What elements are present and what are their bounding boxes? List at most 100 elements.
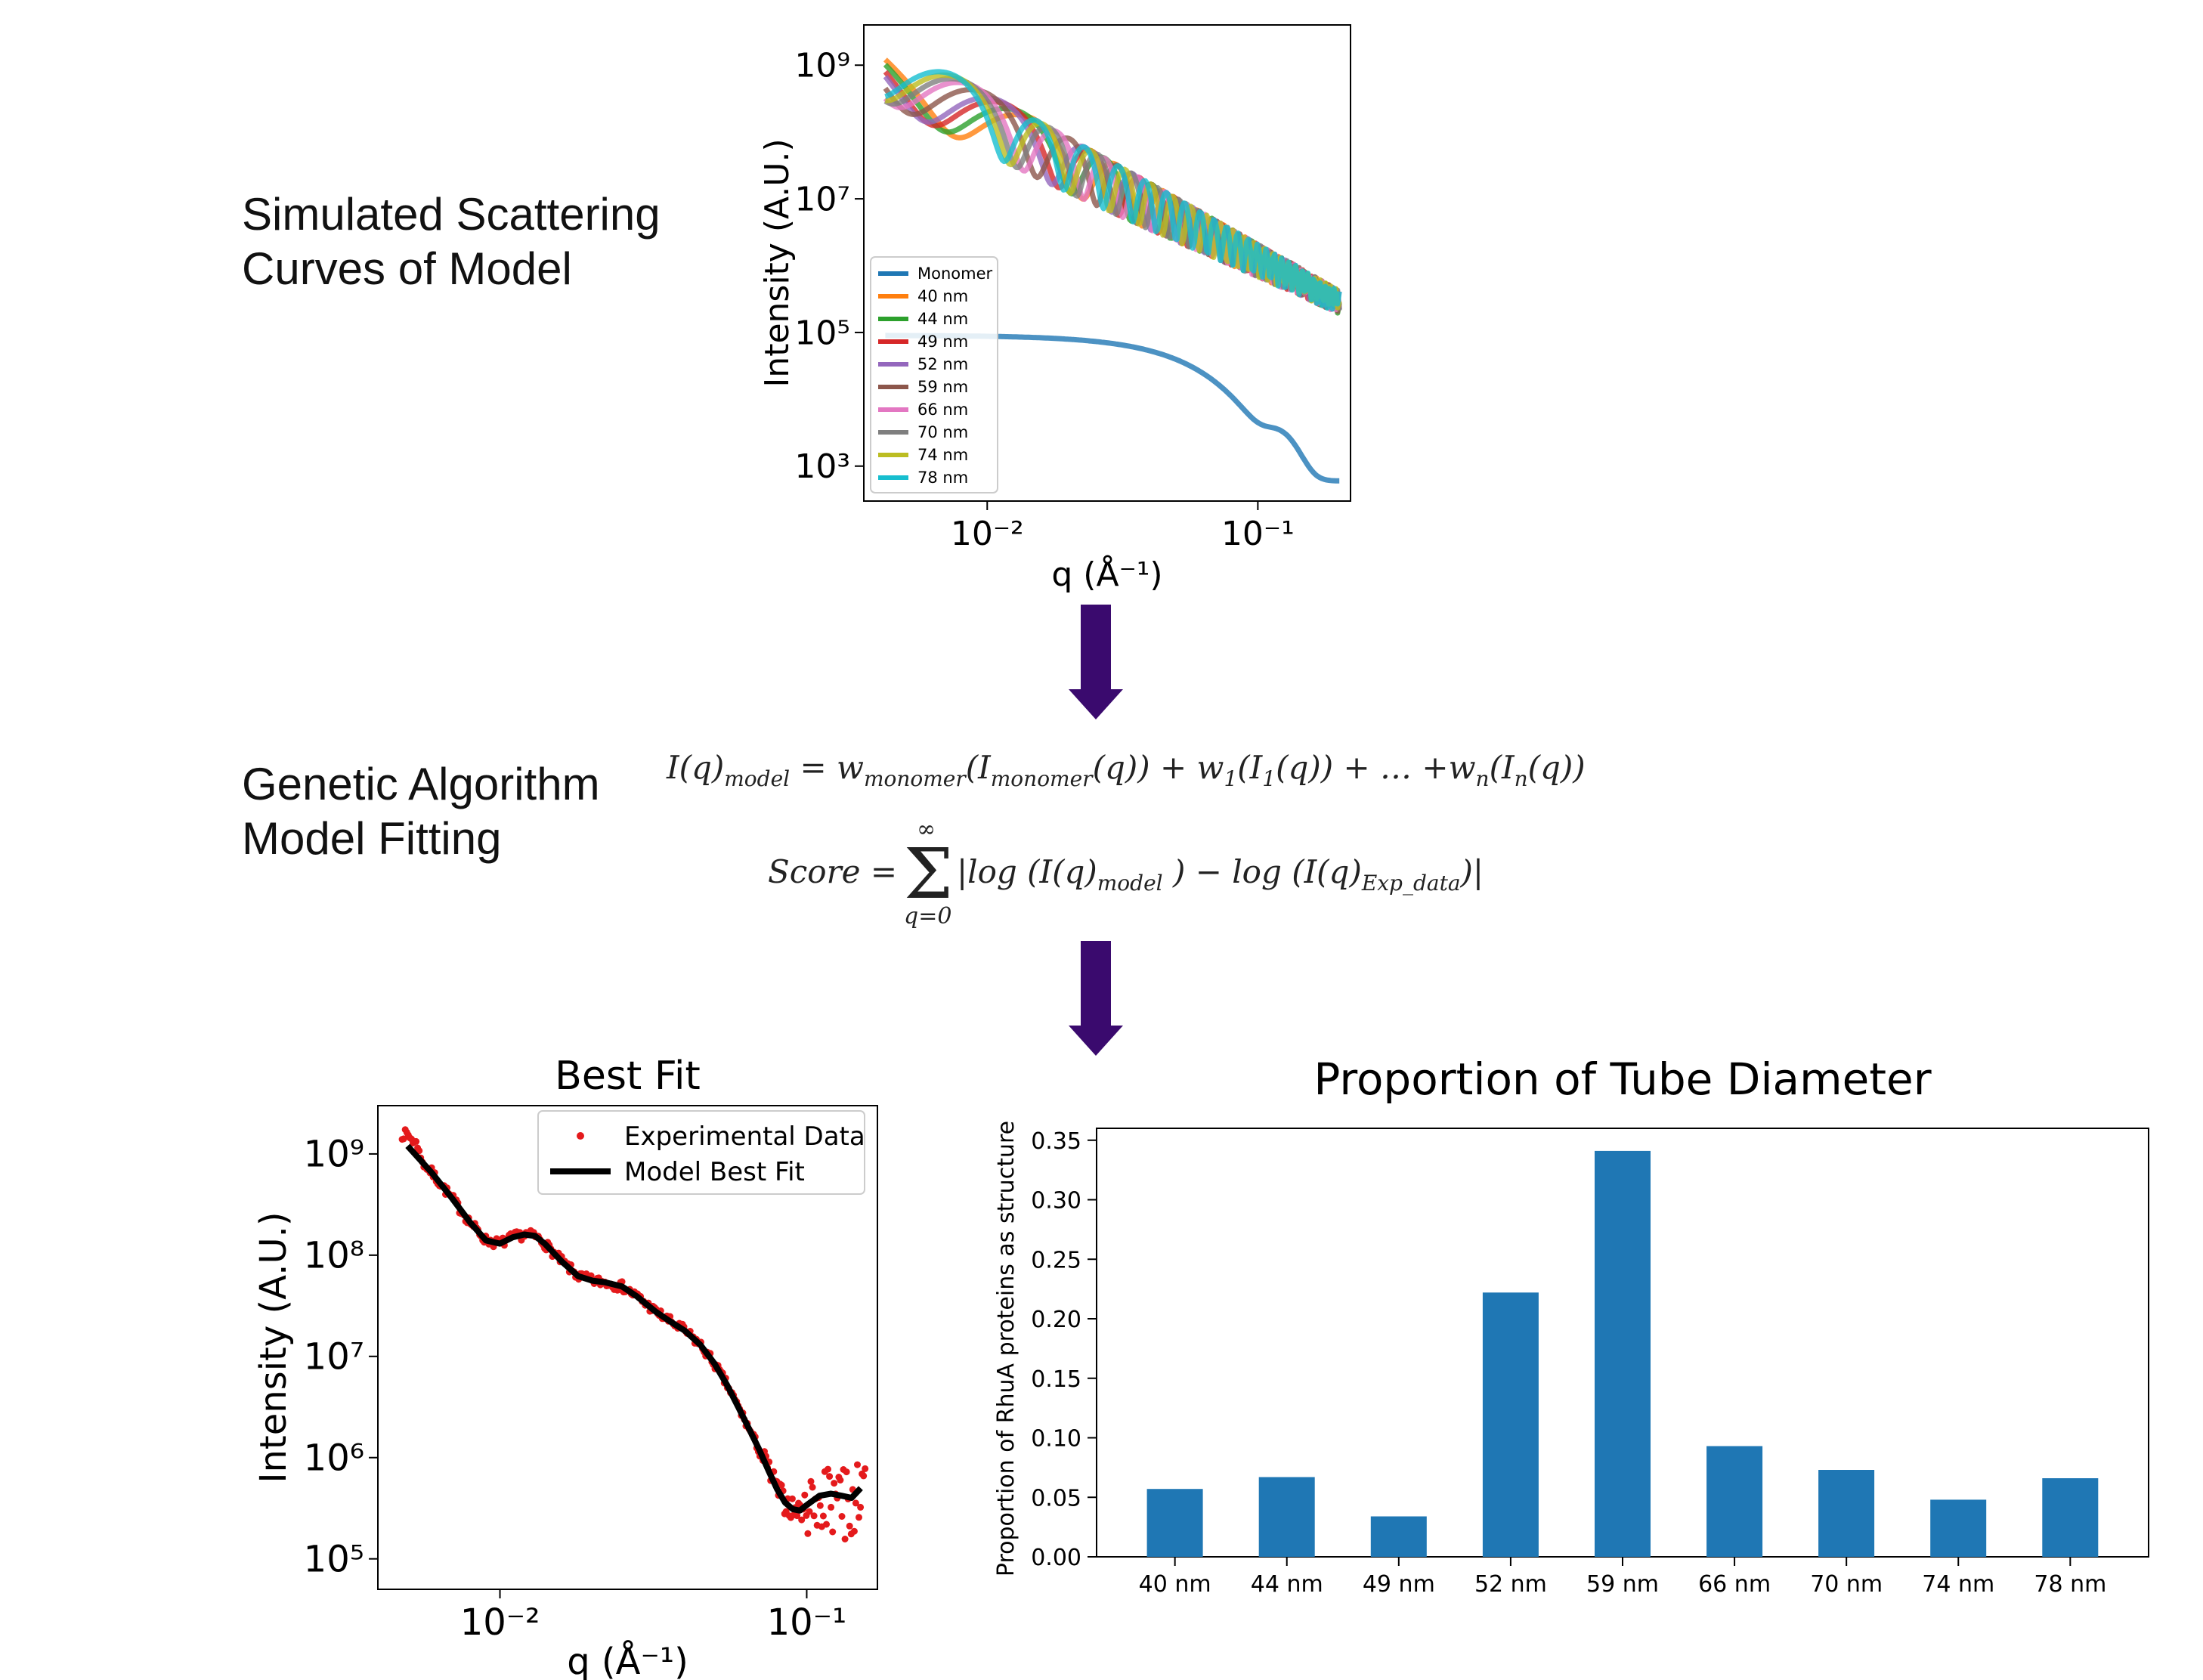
data-point xyxy=(819,1512,827,1520)
y-tick-label: 10⁸ xyxy=(304,1235,364,1277)
tube-diameter-proportion-chart: 0.00 0.05 0.10 0.15 0.20 0.25 0.30 0.35 40 nm 44 … xyxy=(993,1053,2149,1598)
x-tick-label: 70 nm xyxy=(1810,1571,1883,1598)
data-point xyxy=(798,1516,806,1524)
x-tick-label: 10⁻² xyxy=(460,1601,540,1644)
x-tick-label: 10⁻² xyxy=(951,515,1024,553)
x-tick-label: 78 nm xyxy=(2034,1571,2106,1598)
data-point xyxy=(788,1495,796,1502)
data-point xyxy=(854,1461,861,1468)
model-equation: I(q)model = wmonomer(Imonomer(q)) + w1(I… xyxy=(666,749,1586,791)
data-point xyxy=(852,1499,859,1507)
x-tick-label: 10⁻¹ xyxy=(1221,515,1295,553)
y-tick-label: 10⁹ xyxy=(304,1134,364,1176)
y-tick-label: 0.25 xyxy=(1031,1247,1081,1273)
y-axis-label: Intensity (A.U.) xyxy=(252,1211,295,1483)
x-tick-label: 10⁻¹ xyxy=(767,1601,847,1644)
data-point xyxy=(825,1465,831,1473)
svg-text:q=0: q=0 xyxy=(904,903,951,930)
data-point xyxy=(823,1521,830,1528)
legend-entry: 44 nm xyxy=(917,310,968,328)
svg-text:Σ: Σ xyxy=(904,834,953,914)
chart-title: Best Fit xyxy=(555,1053,701,1099)
legend-entry: Model Best Fit xyxy=(624,1157,805,1187)
y-tick-label: 0.10 xyxy=(1031,1426,1081,1453)
bar-2 xyxy=(1370,1516,1427,1557)
y-tick-label: 10⁶ xyxy=(304,1437,364,1480)
data-point xyxy=(816,1502,824,1509)
bar-4 xyxy=(1595,1150,1651,1557)
data-point xyxy=(828,1503,835,1511)
data-point xyxy=(860,1472,868,1480)
best-fit-chart: 10⁻² 10⁻¹ 10⁵ 10⁶ 10⁷ 10⁸ 10⁹ q (Å⁻¹) Intensity … xyxy=(252,1053,878,1680)
data-point xyxy=(857,1503,865,1511)
bar-1 xyxy=(1258,1477,1315,1557)
data-point xyxy=(794,1512,801,1520)
y-tick-label: 0.20 xyxy=(1031,1307,1081,1333)
y-tick-label: 10⁵ xyxy=(304,1538,364,1580)
bar-7 xyxy=(1930,1499,1987,1557)
fit-line xyxy=(405,1143,863,1514)
data-point xyxy=(826,1473,834,1480)
arrow-down-icon xyxy=(1069,941,1123,1056)
y-tick-label: 10⁵ xyxy=(794,314,850,352)
legend-swatch xyxy=(577,1132,584,1140)
label-genetic-algorithm: Genetic Algorithm Model Fitting xyxy=(242,759,600,864)
y-axis-label: Proportion of RhuA proteins as structure xyxy=(993,1121,1020,1576)
y-tick-label: 10⁷ xyxy=(304,1336,364,1378)
simulated-scattering-chart: 10⁻² 10⁻¹ 10³ 10⁵ 10⁷ 10⁹ q (Å⁻¹) Intensity (A.… xyxy=(758,24,1351,594)
svg-text:∞: ∞ xyxy=(917,816,936,843)
y-tick-label: 0.05 xyxy=(1031,1485,1081,1511)
y-axis-label: Intensity (A.U.) xyxy=(758,138,797,387)
data-point xyxy=(804,1530,812,1537)
data-point xyxy=(837,1477,844,1484)
x-tick-label: 44 nm xyxy=(1251,1571,1323,1598)
legend-entry: 49 nm xyxy=(917,333,968,351)
data-point xyxy=(856,1514,862,1521)
data-point xyxy=(831,1480,838,1487)
curves-layer xyxy=(883,57,1342,484)
data-point xyxy=(850,1527,858,1535)
x-tick-label: 52 nm xyxy=(1474,1571,1547,1598)
x-tick-label: 40 nm xyxy=(1139,1571,1211,1598)
data-point xyxy=(841,1536,849,1542)
data-point xyxy=(413,1137,420,1145)
bar-5 xyxy=(1706,1446,1763,1557)
legend-entry: 66 nm xyxy=(917,401,968,419)
svg-text:|log (I(q)model ) − log (I(q)E: |log (I(q)model ) − log (I(q)Exp_data)| xyxy=(957,853,1484,896)
label-simulated-curves: Simulated Scattering Curves of Model xyxy=(242,189,661,294)
y-tick-label: 10⁷ xyxy=(794,180,850,218)
data-point xyxy=(843,1468,850,1476)
bar-6 xyxy=(1818,1470,1875,1557)
data-point xyxy=(862,1465,869,1472)
x-axis-label: q (Å⁻¹) xyxy=(1051,554,1162,594)
fit-layer xyxy=(398,1126,869,1542)
y-tick-label: 0.35 xyxy=(1031,1128,1081,1155)
data-point xyxy=(838,1513,846,1520)
svg-text:Score =: Score = xyxy=(768,853,897,890)
x-tick-label: 66 nm xyxy=(1698,1571,1771,1598)
data-point xyxy=(400,1135,407,1143)
plot-frame xyxy=(377,1105,878,1590)
legend-entry: 70 nm xyxy=(917,423,968,441)
legend: Monomer 40 nm 44 nm 49 nm 52 nm 59 nm 66 nm 70 … xyxy=(870,256,998,493)
y-tick-label: 10³ xyxy=(794,447,850,486)
bar-3 xyxy=(1482,1292,1539,1557)
data-point xyxy=(829,1528,837,1536)
legend-entry: 78 nm xyxy=(917,469,968,487)
x-tick-label: 74 nm xyxy=(1922,1571,1994,1598)
y-tick-label: 0.30 xyxy=(1031,1188,1081,1214)
legend-entry: 40 nm xyxy=(917,287,968,305)
legend: Experimental Data Model Best Fit xyxy=(537,1110,865,1195)
x-axis-label: q (Å⁻¹) xyxy=(567,1640,688,1680)
data-point xyxy=(801,1491,809,1499)
svg-text:I(q)model = wmonomer(Imonomer(: I(q)model = wmonomer(Imonomer(q)) + w1(I… xyxy=(666,749,1586,791)
legend-entry: 52 nm xyxy=(917,355,968,373)
legend-entry: 74 nm xyxy=(917,446,968,464)
y-tick-label: 10⁹ xyxy=(794,47,850,85)
data-point xyxy=(807,1477,815,1485)
series-line-9 xyxy=(884,69,1342,312)
data-point xyxy=(778,1481,785,1489)
x-tick-label: 49 nm xyxy=(1363,1571,1435,1598)
bar-8 xyxy=(2042,1478,2099,1557)
